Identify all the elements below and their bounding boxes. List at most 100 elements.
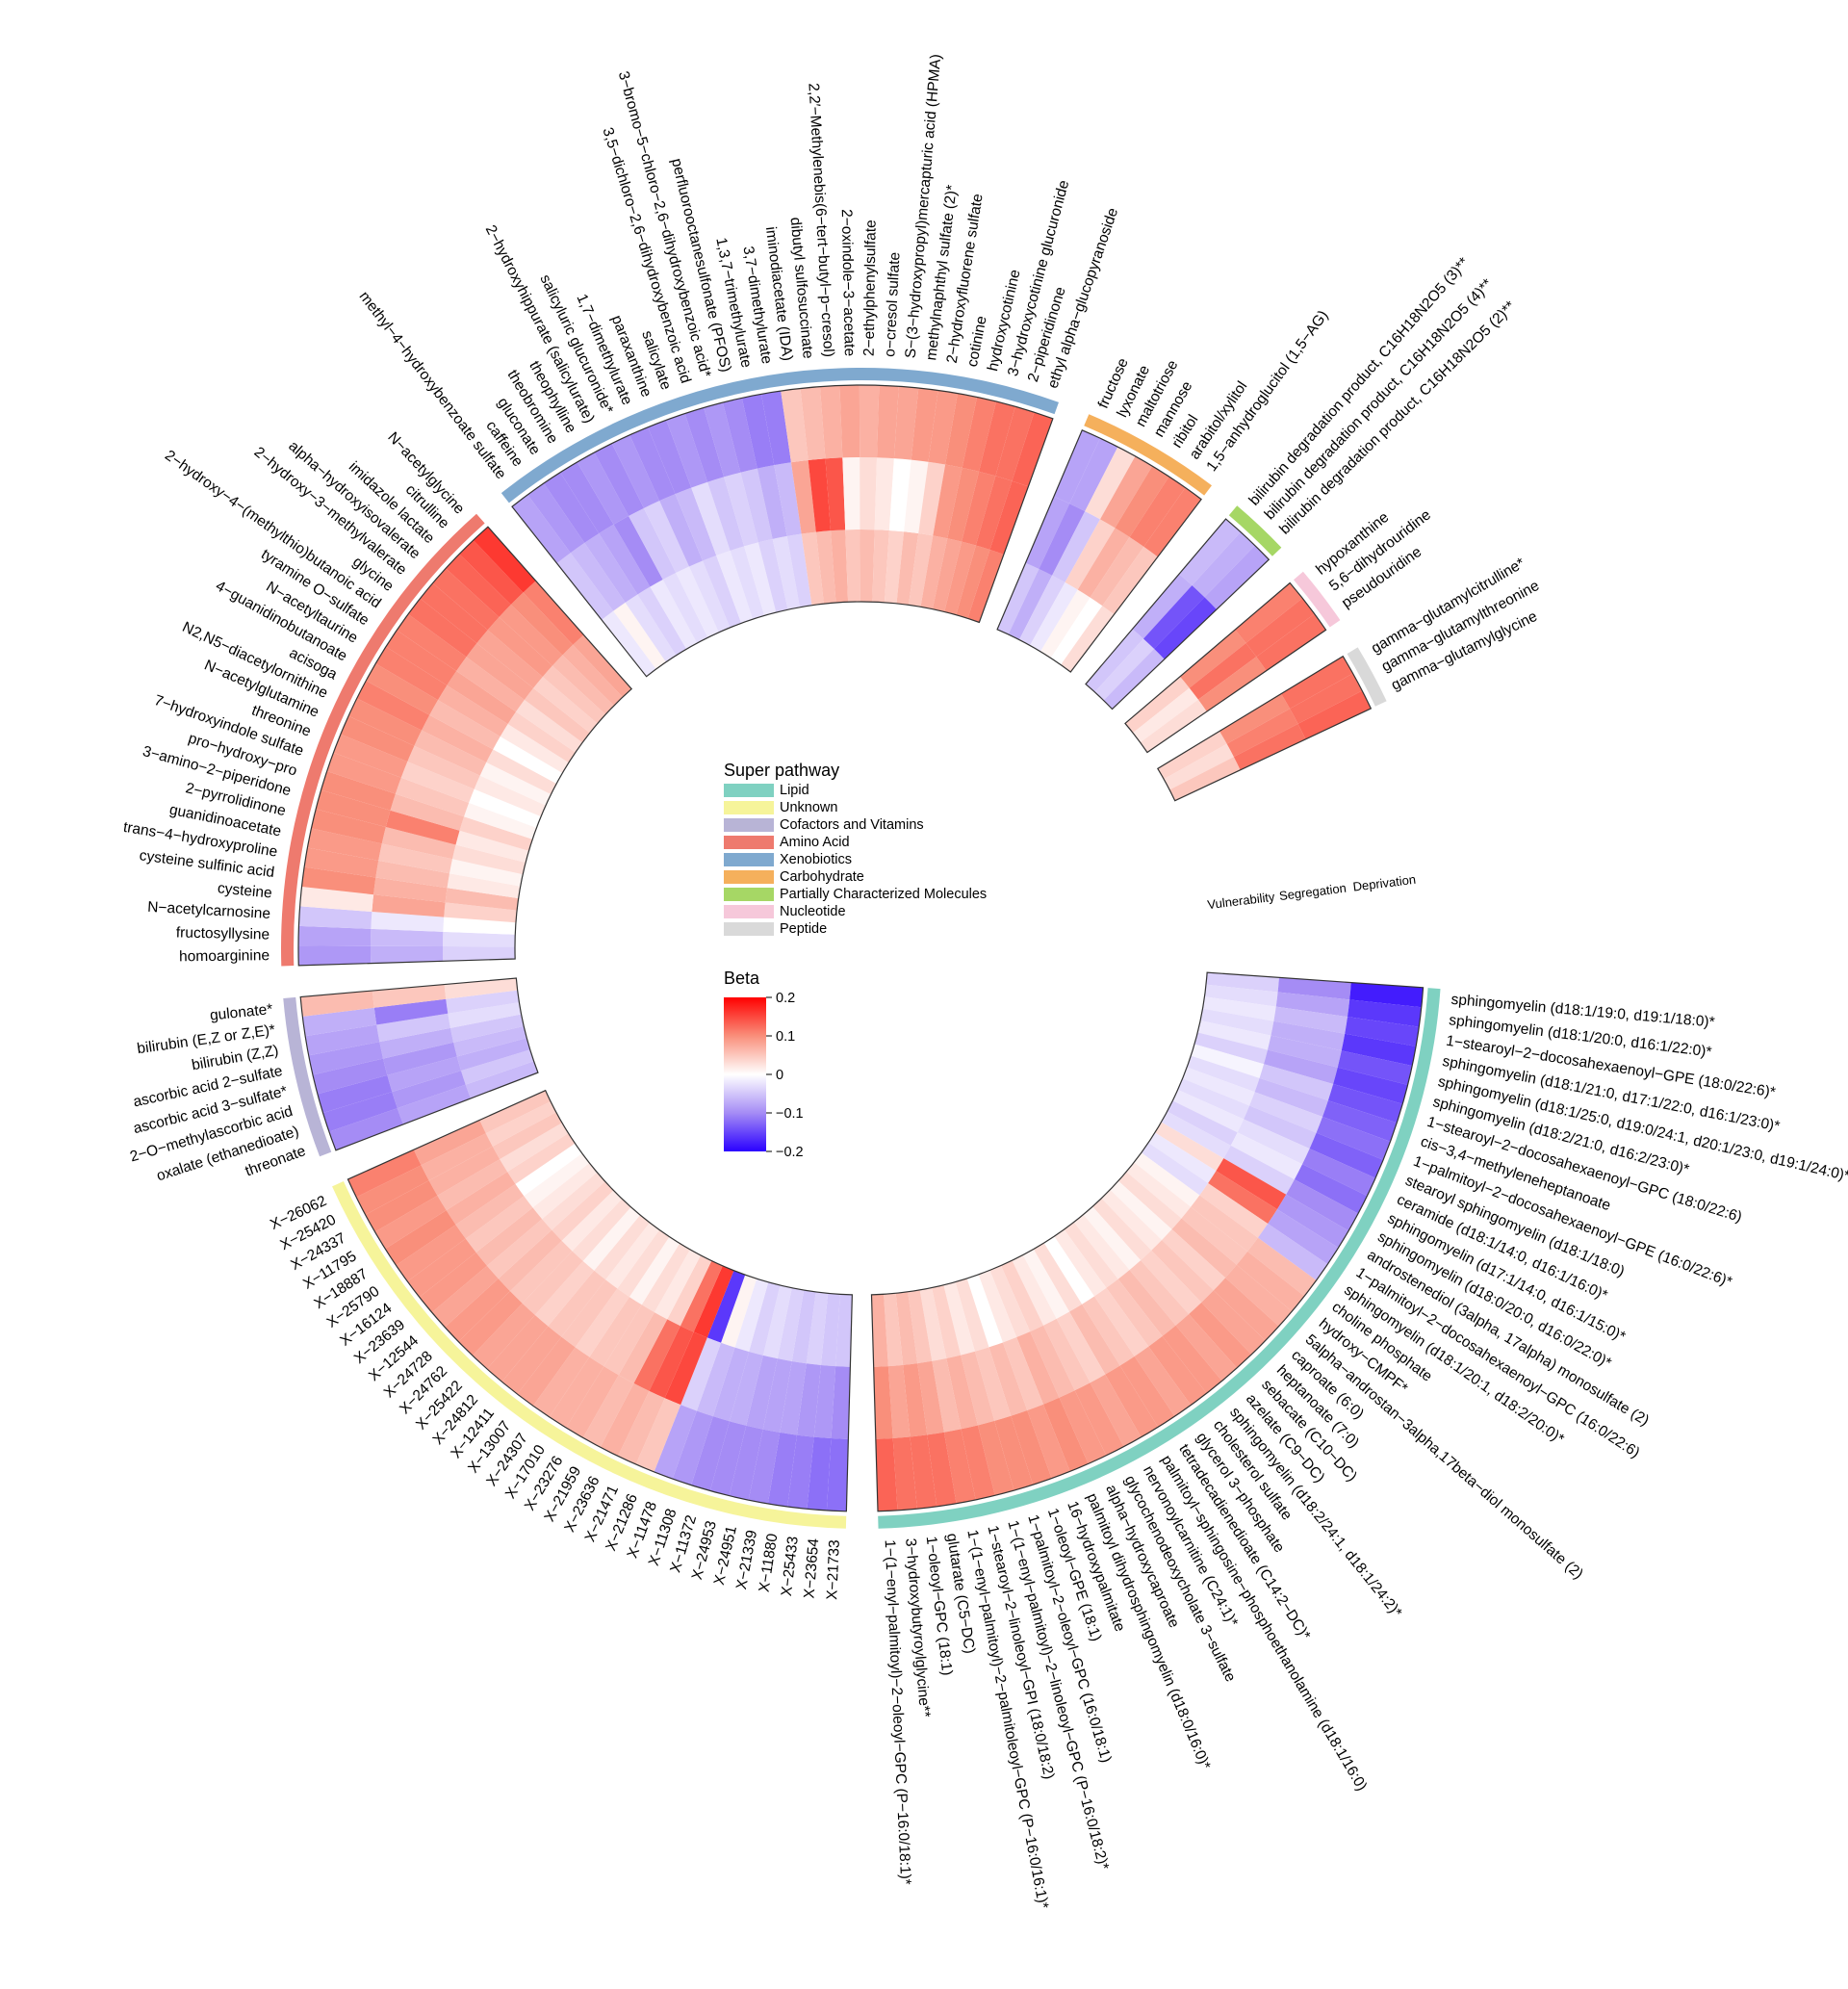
- metabolite-label: X−11880: [757, 1532, 782, 1593]
- sector-outline: [511, 384, 1054, 678]
- heatmap-cell: [445, 888, 519, 911]
- heatmap-cell: [1204, 984, 1278, 1007]
- heatmap-cell: [955, 1278, 989, 1352]
- heatmap-cell: [1110, 1180, 1172, 1241]
- metabolite-label: 2−ethylphenylsulfate: [861, 220, 880, 356]
- heatmap-cell: [1275, 992, 1350, 1018]
- sector-outline: [299, 977, 539, 1151]
- legend-swatch: [724, 784, 774, 797]
- heatmap-cell: [1345, 1017, 1420, 1046]
- metabolite-label: cysteine: [217, 880, 272, 901]
- heatmap-cell: [1177, 1078, 1250, 1120]
- heatmap-cell: [542, 665, 606, 724]
- sector-outline: [346, 1089, 853, 1512]
- heatmap-cell: [927, 1432, 957, 1507]
- heatmap-cell: [872, 530, 889, 603]
- heatmap-cell: [1103, 648, 1165, 710]
- heatmap-cell: [400, 762, 475, 803]
- sector-outline: [870, 971, 1424, 1512]
- heatmap-cell: [944, 541, 976, 615]
- heatmap-cell: [659, 494, 703, 567]
- heatmap-cell: [1230, 1132, 1303, 1180]
- heatmap-cell: [511, 494, 571, 564]
- sector-outline: [1157, 655, 1373, 802]
- heatmap-cell: [757, 465, 787, 539]
- heatmap-cell: [515, 1143, 582, 1197]
- heatmap-cell: [542, 1172, 605, 1230]
- heatmap-cell: [474, 775, 547, 817]
- heatmap-cell: [446, 554, 511, 617]
- heatmap-cell: [1054, 1228, 1107, 1297]
- heatmap-cell: [304, 847, 379, 878]
- sector-partially-characterized-molecules: [1085, 518, 1270, 710]
- heatmap-cell: [517, 1336, 576, 1407]
- heatmap-cell: [777, 1287, 805, 1361]
- heatmap-cell: [1050, 597, 1103, 665]
- legend-swatch: [724, 818, 774, 832]
- heatmap-cell: [562, 644, 623, 706]
- heatmap-cell: [1219, 693, 1291, 744]
- heatmap-cell: [721, 1275, 757, 1348]
- heatmap-cell: [594, 443, 644, 517]
- heatmap-cell: [1187, 1055, 1260, 1093]
- heatmap-cell: [356, 681, 430, 731]
- heatmap-cell: [1148, 1335, 1207, 1406]
- heatmap-cell: [1117, 1172, 1182, 1229]
- heatmap-cell: [724, 472, 758, 547]
- heatmap-cell: [472, 1303, 535, 1369]
- heatmap-cell: [572, 1199, 631, 1261]
- heatmap-cell: [446, 990, 520, 1014]
- beta-tick-label: 0.2: [776, 991, 795, 1006]
- heatmap-cell: [298, 906, 372, 929]
- heatmap-cell: [813, 1364, 836, 1439]
- heatmap-cell: [1030, 1325, 1075, 1398]
- legend-swatch: [724, 801, 774, 814]
- heatmap-cell: [376, 1013, 450, 1043]
- heatmap-cell: [1085, 629, 1143, 692]
- sector-peptide: [1157, 655, 1373, 802]
- heatmap-cell: [633, 1319, 680, 1391]
- heatmap-cell: [895, 1291, 918, 1365]
- heatmap-cell: [420, 582, 488, 644]
- heatmap-cell: [1065, 519, 1116, 590]
- heatmap-cell: [1322, 1100, 1398, 1142]
- heatmap-cell: [796, 1363, 821, 1437]
- heatmap-cell: [790, 460, 816, 534]
- heatmap-cell: [582, 1375, 634, 1448]
- heatmap-cell: [977, 1420, 1014, 1496]
- heatmap-cell: [422, 714, 494, 762]
- heatmap-cell: [1101, 1189, 1163, 1251]
- heatmap-cell: [365, 1180, 438, 1232]
- heatmap-cell: [1142, 585, 1205, 649]
- heatmap-cell: [328, 1108, 403, 1150]
- heatmap-cell: [762, 1284, 792, 1359]
- heatmap-cell: [650, 580, 698, 650]
- heatmap-cell: [449, 859, 524, 887]
- heatmap-cell: [918, 461, 946, 536]
- heatmap-cell: [641, 1243, 690, 1313]
- legend-title: Super pathway: [724, 761, 839, 780]
- heatmap-cell: [716, 550, 754, 624]
- heatmap-cell: [629, 426, 676, 502]
- heatmap-cell: [413, 1120, 486, 1166]
- heatmap-cell: [605, 1222, 660, 1289]
- metabolite-label: bilirubin degradation product, C16H18N2O…: [1262, 276, 1497, 524]
- heatmap-cell: [1244, 1105, 1317, 1149]
- heatmap-cell: [966, 1274, 1003, 1348]
- heatmap-cell: [1052, 510, 1101, 582]
- heatmap-cell: [791, 1289, 816, 1364]
- heatmap-cell: [390, 793, 465, 831]
- heatmap-cell: [1094, 638, 1155, 701]
- ring-label-vulnerability: Vulnerability: [1207, 890, 1276, 913]
- heatmap-cell: [373, 877, 448, 903]
- heatmap-cell: [887, 1364, 911, 1438]
- heatmap-cell: [1085, 447, 1136, 520]
- heatmap-cell: [617, 1229, 670, 1298]
- pathway-arc-unknown: [332, 1181, 847, 1529]
- heatmap-cell: [1082, 1296, 1135, 1366]
- heatmap-cell: [465, 1061, 538, 1099]
- heatmap-cell: [1264, 1049, 1338, 1084]
- heatmap-cell: [501, 1326, 562, 1395]
- heatmap-cell: [767, 1432, 797, 1507]
- heatmap-cell: [298, 945, 372, 966]
